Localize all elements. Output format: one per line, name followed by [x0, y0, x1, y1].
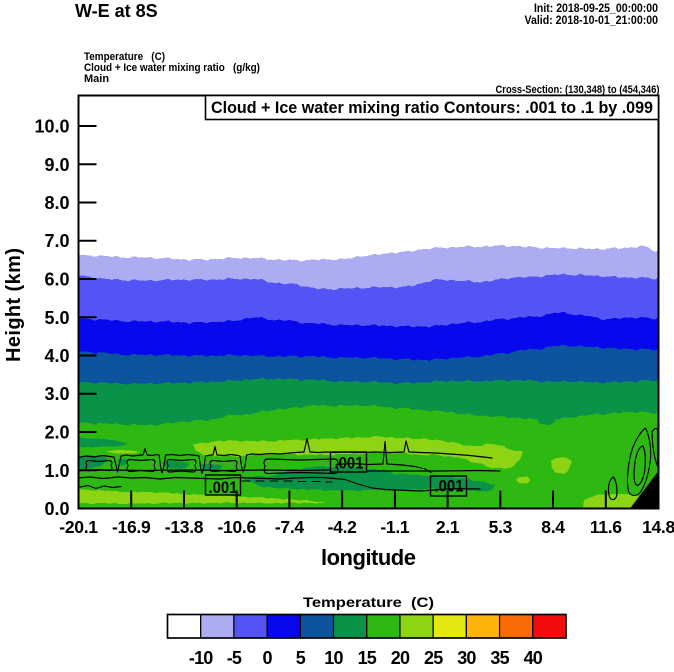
svg-text:6.0: 6.0: [44, 270, 69, 290]
svg-text:25: 25: [424, 648, 443, 667]
svg-text:20: 20: [391, 648, 410, 667]
svg-text:longitude: longitude: [321, 545, 416, 570]
svg-text:Height (km): Height (km): [3, 248, 25, 362]
svg-text:.001: .001: [335, 454, 364, 473]
svg-text:0: 0: [262, 648, 272, 667]
svg-text:5: 5: [296, 648, 306, 667]
svg-text:30: 30: [457, 648, 476, 667]
svg-text:Valid: 2018-10-01_21:00:00: Valid: 2018-10-01_21:00:00: [525, 15, 659, 27]
svg-text:2.0: 2.0: [44, 423, 69, 443]
svg-text:8.0: 8.0: [44, 193, 69, 213]
svg-text:.001: .001: [209, 478, 238, 497]
svg-text:Init: 2018-09-25_00:00:00: Init: 2018-09-25_00:00:00: [534, 3, 658, 15]
svg-text:5.0: 5.0: [44, 308, 69, 328]
svg-text:W-E at 8S: W-E at 8S: [75, 1, 158, 21]
svg-text:3.0: 3.0: [44, 384, 69, 404]
svg-text:10: 10: [324, 648, 343, 667]
svg-text:-5: -5: [227, 648, 242, 667]
svg-text:-20.1: -20.1: [59, 517, 98, 537]
svg-text:9.0: 9.0: [44, 155, 69, 175]
svg-text:-4.2: -4.2: [328, 517, 358, 537]
svg-text:10.0: 10.0: [34, 117, 69, 137]
svg-text:-13.8: -13.8: [165, 517, 204, 537]
svg-text:Cross-Section: (130,348) to (4: Cross-Section: (130,348) to (454,346): [496, 84, 660, 96]
svg-text:-1.1: -1.1: [380, 517, 410, 537]
svg-text:15: 15: [358, 648, 377, 667]
svg-text:2.1: 2.1: [436, 517, 460, 537]
svg-text:-7.4: -7.4: [275, 517, 305, 537]
svg-text:Main: Main: [84, 73, 109, 85]
svg-text:-10.6: -10.6: [218, 517, 257, 537]
svg-text:35: 35: [490, 648, 509, 667]
svg-text:7.0: 7.0: [44, 231, 69, 251]
svg-text:5.3: 5.3: [489, 517, 513, 537]
svg-text:11.6: 11.6: [590, 517, 622, 537]
svg-text:-16.9: -16.9: [112, 517, 151, 537]
svg-text:-10: -10: [189, 648, 213, 667]
svg-text:4.0: 4.0: [44, 346, 69, 366]
svg-text:.001: .001: [435, 477, 464, 496]
svg-text:40: 40: [524, 648, 543, 667]
svg-text:Cloud + Ice water mixing ratio: Cloud + Ice water mixing ratio Contours:…: [211, 99, 653, 117]
svg-text:14.8: 14.8: [642, 517, 674, 537]
svg-text:1.0: 1.0: [44, 461, 69, 481]
svg-text:8.4: 8.4: [541, 517, 565, 537]
svg-text:Cloud + Ice water mixing ratio: Cloud + Ice water mixing ratio (g/kg): [84, 62, 260, 74]
svg-text:0.0: 0.0: [44, 499, 69, 519]
svg-text:Temperature (C): Temperature (C): [303, 594, 434, 610]
svg-text:Temperature (C): Temperature (C): [84, 51, 165, 63]
